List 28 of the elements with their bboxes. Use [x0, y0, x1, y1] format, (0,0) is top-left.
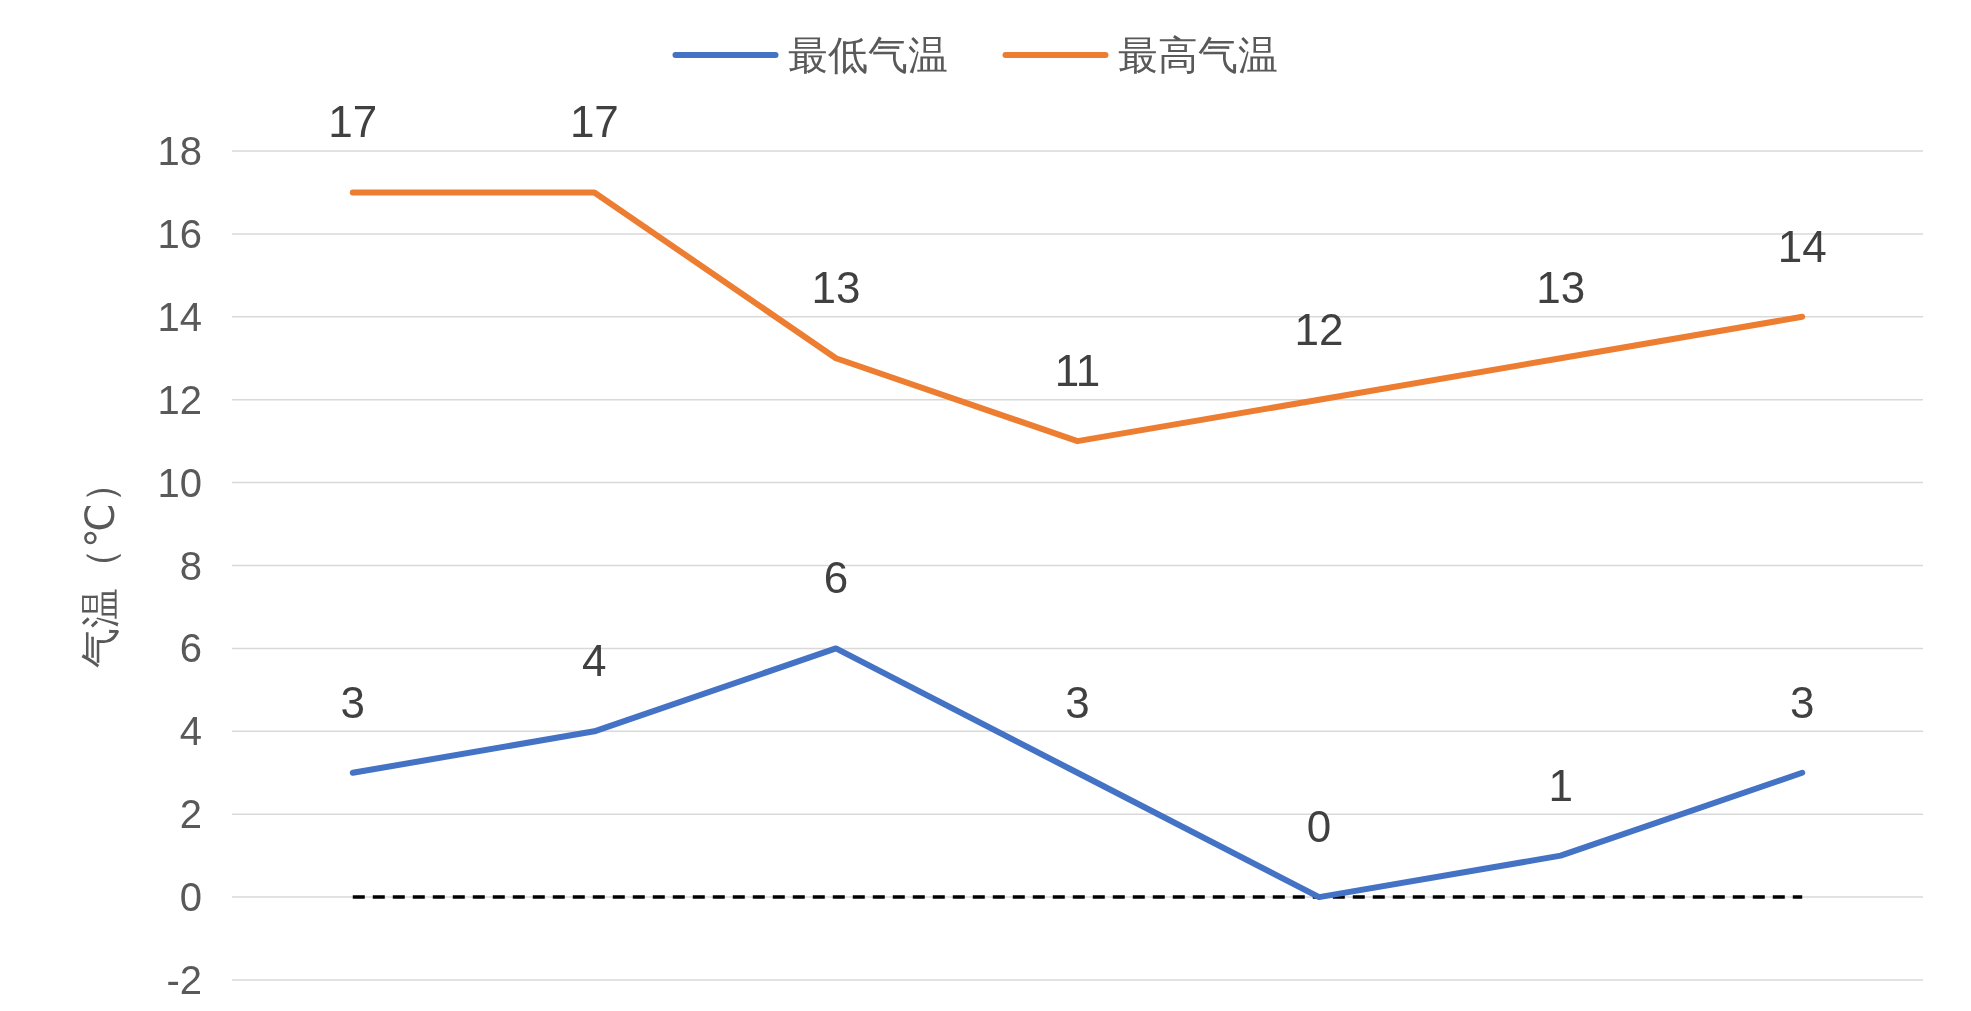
data-label: 3	[1789, 677, 1815, 727]
y-tick-label: 18	[157, 129, 202, 173]
data-label: 0	[1306, 802, 1332, 852]
data-label: 17	[569, 97, 619, 147]
y-tick-label: 4	[179, 709, 202, 754]
data-label: 13	[1536, 263, 1586, 313]
legend-label: 最低气温	[787, 33, 948, 77]
data-label: 3	[340, 677, 366, 727]
data-label: 14	[1777, 221, 1827, 271]
data-label: 17	[328, 97, 378, 147]
data-label: 12	[1294, 304, 1344, 354]
y-tick-label: -2	[166, 958, 202, 1002]
data-label: 13	[811, 263, 861, 313]
y-axis-title: 气温（℃）	[78, 463, 122, 668]
y-tick-label: 0	[179, 875, 202, 920]
data-label: 1	[1548, 760, 1573, 810]
y-tick-label: 14	[157, 294, 202, 339]
y-tick-label: 6	[179, 626, 202, 671]
legend-label: 最高气温	[1117, 33, 1278, 77]
y-tick-label: 12	[157, 377, 202, 422]
data-label: 3	[1065, 677, 1090, 727]
data-label: 6	[823, 553, 849, 603]
data-label: 11	[1054, 346, 1101, 396]
y-tick-label: 10	[157, 460, 202, 505]
y-tick-label: 2	[179, 792, 202, 837]
data-label: 4	[582, 636, 607, 686]
y-tick-label: 16	[157, 211, 202, 256]
y-tick-label: 8	[179, 543, 202, 588]
